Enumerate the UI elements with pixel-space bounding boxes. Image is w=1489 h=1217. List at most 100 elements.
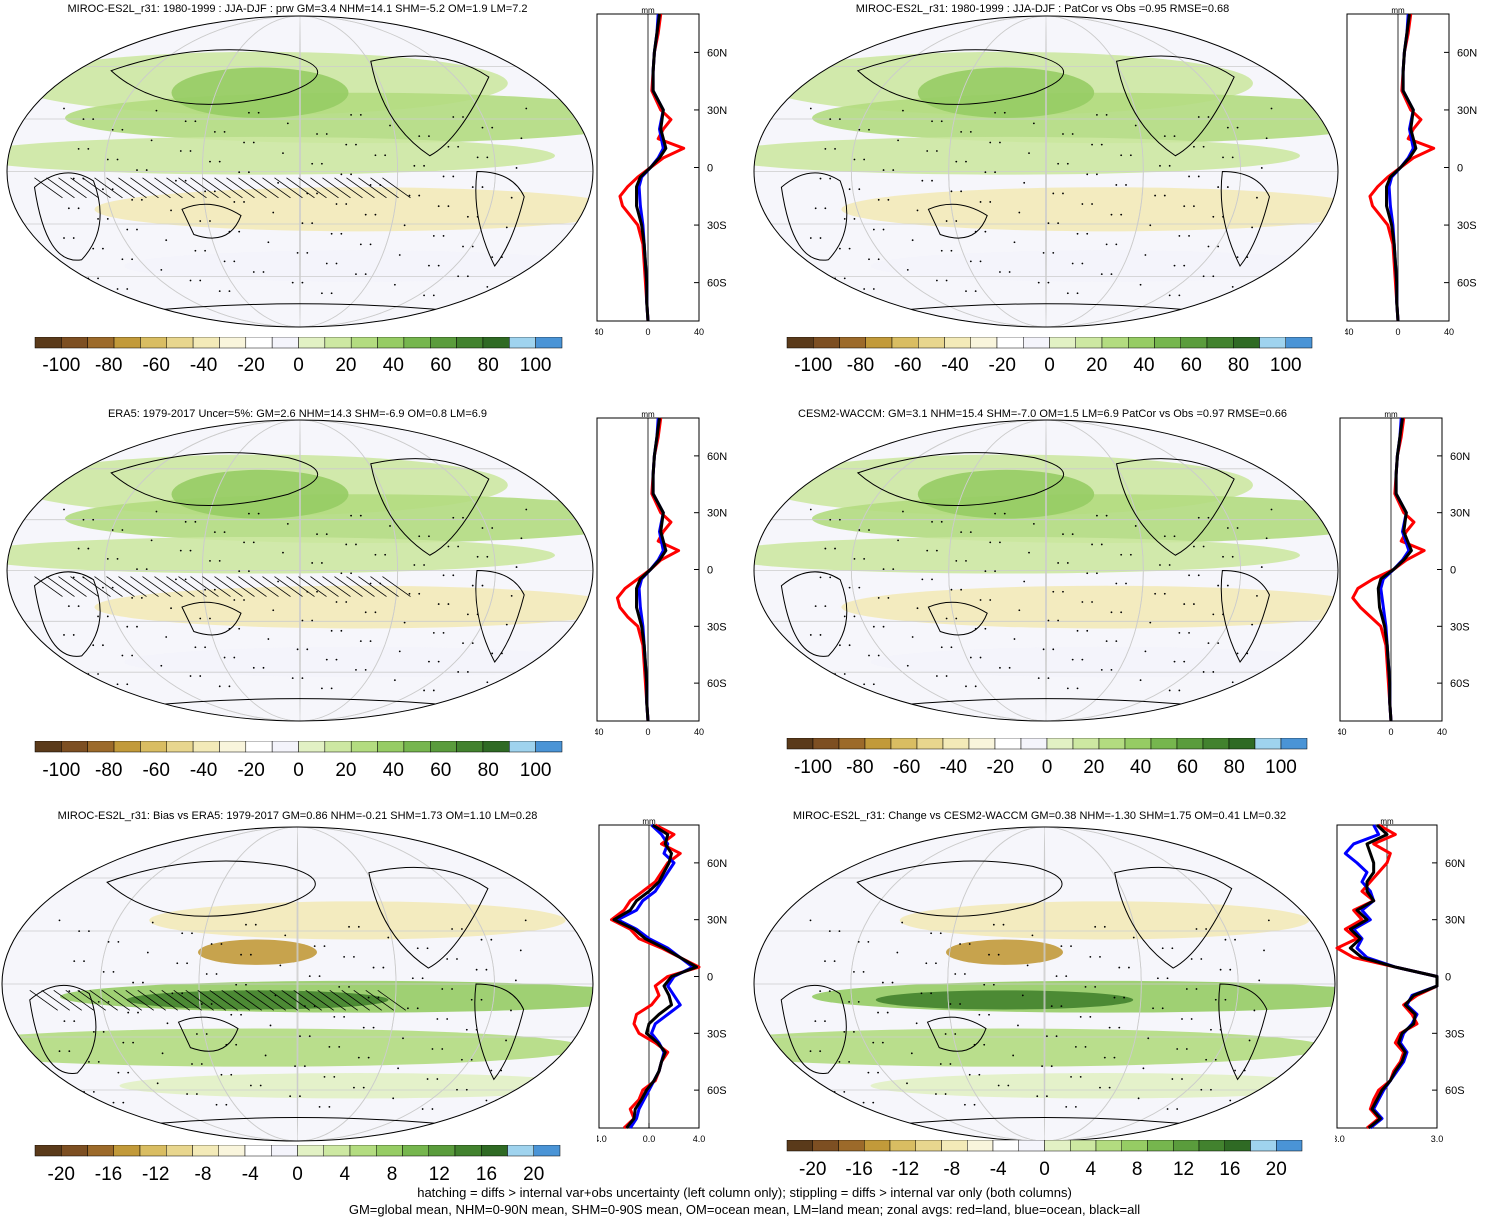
map-coastline <box>33 571 101 657</box>
map-hatch-line <box>106 576 135 597</box>
map-stipple-dot <box>82 518 85 521</box>
map-stipple-dot <box>983 983 986 986</box>
map-stipple-dot <box>954 1033 957 1035</box>
colorbar-swatch <box>34 1145 62 1157</box>
map-stipple-dot <box>437 603 440 605</box>
colorbar-5: -20 -16 -12 -8 -4 0 4 8 12 16 20 <box>34 1145 561 1185</box>
map-stipple-dot <box>127 1011 130 1014</box>
map-hatch-line <box>41 990 70 1011</box>
colorbar-label: 80 <box>1224 757 1245 778</box>
map-stipple-dot <box>413 564 416 566</box>
map-stipple-dot <box>916 607 919 610</box>
map-stipple-dot <box>77 547 80 550</box>
colorbar-label: 40 <box>1130 757 1151 778</box>
map-stipple-dot <box>834 547 836 550</box>
map-stipple-dot <box>418 535 421 538</box>
map-stipple-dot <box>1231 555 1234 558</box>
colorbar-label: -8 <box>943 1159 960 1180</box>
zonal-mean-plot-4: mm 60N 30N 0 30S 60S -40 0 40 <box>1338 410 1470 737</box>
map-stipple-dot <box>491 652 494 655</box>
colorbar-3: -100 -80 -60 -40 -20 0 20 40 60 80 100 <box>34 741 563 781</box>
zonal-lat-label: 60N <box>707 858 727 870</box>
map-stipple-dot <box>204 646 207 649</box>
map-stipple-dot <box>1013 241 1016 244</box>
map-stipple-dot <box>350 572 352 575</box>
colorbar-label: 16 <box>476 1164 497 1185</box>
map-hatch-line <box>365 990 394 1011</box>
map-stipple-dot <box>264 1054 267 1057</box>
map-stipple-dot <box>877 1071 879 1074</box>
map-stipple-dot <box>481 186 484 188</box>
zonal-x-label: -40 <box>595 727 604 737</box>
map-hatch-line <box>149 990 178 1011</box>
map-stipple-dot <box>194 520 197 523</box>
zonal-lat-label: 60N <box>1445 858 1465 870</box>
map-stipple-dot <box>476 555 479 558</box>
map-stipple-dot <box>969 531 972 534</box>
zonal-lat-label: 30S <box>1445 1028 1465 1040</box>
map-stipple-dot <box>97 1060 100 1063</box>
map-stipple-dot <box>1193 603 1195 605</box>
map-stipple-dot <box>111 586 114 589</box>
map-stipple-dot <box>838 247 841 250</box>
map-stipple-dot <box>955 560 958 562</box>
map-stipple-dot <box>1008 271 1011 273</box>
map-stipple-dot <box>240 1013 242 1016</box>
colorbar-label: -80 <box>846 757 873 778</box>
map-stipple-dot <box>408 592 411 595</box>
map-stipple-dot <box>862 1101 865 1104</box>
map-stipple-dot <box>1214 1058 1217 1061</box>
map-stipple-dot <box>1100 143 1103 146</box>
map-stipple-dot <box>284 934 287 937</box>
colorbar-swatch <box>1023 337 1050 349</box>
map-stipple-dot <box>340 173 343 176</box>
map-stipple-dot <box>853 158 856 161</box>
map-stipple-dot <box>475 968 478 971</box>
map-stipple-dot <box>369 243 372 246</box>
map-stipple-dot <box>340 629 343 632</box>
map-stipple-dot <box>413 164 416 167</box>
map-stipple-dot <box>858 529 861 531</box>
map-stipple-dot <box>1099 1086 1101 1089</box>
map-stipple-dot <box>457 671 460 673</box>
colorbar-swatch <box>87 741 115 753</box>
map-stipple-dot <box>155 109 158 112</box>
map-stipple-dot <box>392 1097 395 1100</box>
map-stipple-dot <box>1168 164 1171 167</box>
map-stipple-dot <box>421 1108 424 1110</box>
map-hatch-line <box>358 576 387 597</box>
map-stipple-dot <box>848 188 851 191</box>
map-hatch-line <box>370 177 399 199</box>
map-stipple-dot <box>184 179 187 182</box>
map-stipple-dot <box>335 658 338 661</box>
map-stipple-dot <box>1234 938 1236 941</box>
map-stipple-dot <box>345 543 348 546</box>
map-stipple-dot <box>1018 211 1021 214</box>
colorbar-swatch <box>324 741 352 753</box>
map-stipple-dot <box>194 249 197 252</box>
map-stipple-dot <box>462 516 464 519</box>
map-stipple-dot <box>1197 116 1200 118</box>
map-shading-band <box>870 1073 1335 1099</box>
map-stipple-dot <box>196 1033 198 1035</box>
map-stipple-dot <box>1060 1005 1063 1008</box>
zonal-x-label: -40 <box>1345 327 1354 337</box>
zonal-mean-plot-2: mm 60N 30N 0 30S 60S -40 0 40 <box>1345 6 1477 337</box>
map-stipple-dot <box>1236 256 1239 259</box>
map-stipple-dot <box>145 169 148 171</box>
map-shading-band <box>946 939 1063 965</box>
map-stipple-dot <box>819 177 822 180</box>
map-stipple-dot <box>979 260 982 263</box>
map-shading-band <box>917 469 1095 519</box>
map-stipple-dot <box>983 1043 986 1046</box>
zonal-x-label: -3.0 <box>1335 1134 1345 1144</box>
map-stipple-dot <box>210 943 213 945</box>
map-stipple-dot <box>248 171 250 174</box>
map-stipple-dot <box>1110 273 1113 276</box>
map-coastline <box>1114 866 1233 969</box>
map-stipple-dot <box>97 673 99 675</box>
map-stipple-dot <box>505 623 508 626</box>
colorbar-label: -20 <box>237 355 264 376</box>
map-stipple-dot <box>175 578 177 581</box>
map-stipple-dot <box>833 960 836 963</box>
